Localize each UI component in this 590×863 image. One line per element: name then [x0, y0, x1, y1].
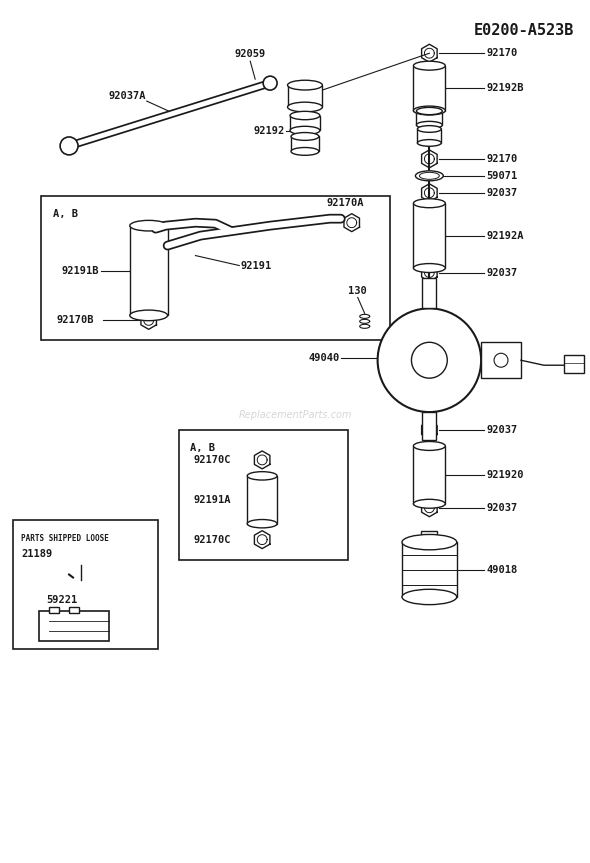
- Ellipse shape: [291, 133, 319, 141]
- Text: 59221: 59221: [46, 595, 77, 606]
- Bar: [563, 356, 584, 373]
- Ellipse shape: [247, 520, 277, 528]
- Text: 92170: 92170: [486, 154, 517, 164]
- Text: PARTS SHIPPED LOOSE: PARTS SHIPPED LOOSE: [21, 533, 109, 543]
- Bar: [414, 446, 445, 504]
- Ellipse shape: [291, 148, 319, 155]
- Circle shape: [378, 308, 481, 412]
- Text: 92191: 92191: [240, 261, 271, 270]
- Bar: [481, 343, 521, 378]
- Ellipse shape: [414, 263, 445, 273]
- Bar: [290, 116, 320, 130]
- Text: 59071: 59071: [486, 171, 517, 181]
- Bar: [14, 520, 158, 649]
- Bar: [414, 204, 445, 268]
- Bar: [417, 129, 441, 143]
- Bar: [421, 531, 437, 543]
- Circle shape: [494, 353, 508, 368]
- Bar: [130, 225, 168, 315]
- Bar: [422, 412, 437, 440]
- Bar: [417, 111, 442, 125]
- Bar: [287, 85, 322, 107]
- Text: 49018: 49018: [486, 564, 517, 575]
- Text: 92170B: 92170B: [56, 315, 94, 325]
- Bar: [402, 542, 457, 597]
- Ellipse shape: [130, 310, 168, 321]
- Ellipse shape: [290, 126, 320, 135]
- Bar: [291, 136, 319, 151]
- Ellipse shape: [247, 472, 277, 480]
- Ellipse shape: [414, 198, 445, 208]
- Bar: [49, 608, 59, 614]
- Ellipse shape: [402, 589, 457, 605]
- Text: 92037A: 92037A: [108, 91, 146, 101]
- Text: 92170C: 92170C: [194, 455, 231, 465]
- Text: E0200-A523B: E0200-A523B: [473, 23, 573, 38]
- Bar: [69, 608, 79, 614]
- Text: 92192: 92192: [254, 126, 285, 136]
- Text: 49040: 49040: [309, 353, 340, 363]
- Bar: [422, 279, 437, 308]
- Text: 92191A: 92191A: [194, 494, 231, 505]
- Text: ReplacementParts.com: ReplacementParts.com: [238, 410, 352, 420]
- Ellipse shape: [402, 534, 457, 550]
- Text: 92037: 92037: [486, 268, 517, 278]
- Ellipse shape: [417, 140, 441, 147]
- Bar: [41, 196, 389, 340]
- Ellipse shape: [130, 220, 168, 231]
- Circle shape: [60, 137, 78, 154]
- Bar: [414, 66, 445, 110]
- Text: A, B: A, B: [53, 209, 78, 218]
- Ellipse shape: [287, 80, 322, 90]
- Text: 92170C: 92170C: [194, 535, 231, 545]
- Text: 92037: 92037: [486, 188, 517, 198]
- Circle shape: [263, 76, 277, 90]
- Ellipse shape: [417, 107, 442, 115]
- Ellipse shape: [415, 171, 443, 181]
- Ellipse shape: [290, 111, 320, 120]
- Text: 92059: 92059: [235, 49, 266, 60]
- Ellipse shape: [414, 106, 445, 115]
- Text: 130: 130: [348, 287, 367, 296]
- Ellipse shape: [414, 442, 445, 450]
- Ellipse shape: [417, 126, 441, 132]
- Bar: [247, 476, 277, 524]
- Text: 92170A: 92170A: [326, 198, 363, 208]
- Text: 921920: 921920: [486, 469, 523, 480]
- Ellipse shape: [287, 102, 322, 112]
- Text: A, B: A, B: [191, 443, 215, 453]
- Bar: [179, 430, 348, 559]
- Text: 92192B: 92192B: [486, 83, 523, 93]
- Text: 92037: 92037: [486, 503, 517, 513]
- Text: 21189: 21189: [21, 549, 53, 558]
- Ellipse shape: [417, 122, 442, 129]
- Bar: [39, 611, 109, 641]
- Ellipse shape: [419, 173, 440, 180]
- Text: 92170: 92170: [486, 48, 517, 58]
- Text: 92192A: 92192A: [486, 230, 523, 241]
- Circle shape: [411, 343, 447, 378]
- Ellipse shape: [414, 500, 445, 508]
- Ellipse shape: [414, 61, 445, 70]
- Text: 92191B: 92191B: [61, 266, 99, 275]
- Text: 92037: 92037: [486, 425, 517, 435]
